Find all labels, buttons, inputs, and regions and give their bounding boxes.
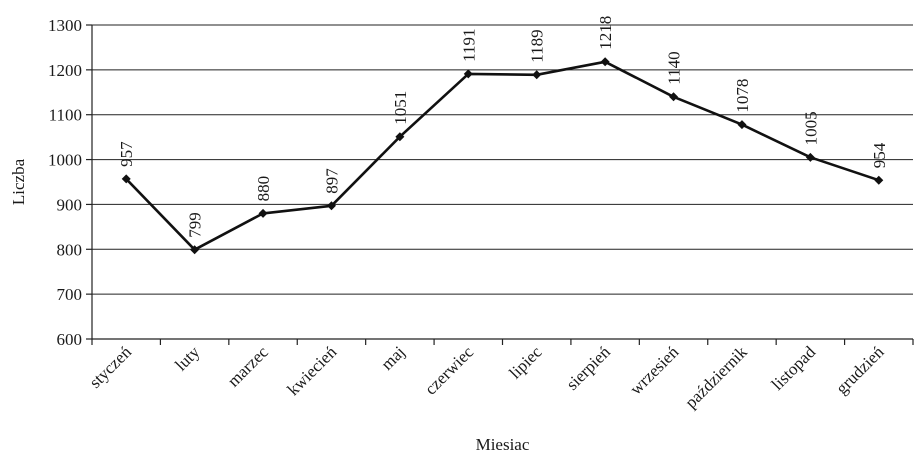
data-label: 1218	[596, 16, 615, 50]
y-tick-label: 1100	[49, 106, 82, 125]
y-tick-label: 1200	[48, 61, 82, 80]
data-point	[737, 120, 747, 130]
x-tick-label: listopad	[768, 342, 820, 394]
data-point	[121, 174, 131, 184]
y-axis-title: Liczba	[9, 158, 28, 205]
data-label: 1078	[733, 79, 752, 113]
x-tick-label: grudzień	[832, 342, 888, 398]
x-tick-label: kwiecień	[283, 342, 340, 399]
data-point	[395, 132, 405, 142]
y-tick-label: 900	[57, 195, 83, 214]
data-point	[805, 152, 815, 162]
data-label: 880	[254, 176, 273, 202]
x-tick-label: październik	[681, 342, 751, 412]
x-tick-label: luty	[171, 342, 203, 374]
y-tick-label: 800	[57, 240, 83, 259]
x-tick-label: marzec	[224, 342, 272, 390]
grid-lines	[92, 24, 913, 295]
data-label: 957	[117, 141, 136, 167]
data-label: 1189	[528, 29, 547, 62]
data-label: 954	[870, 142, 889, 168]
y-tick-labels: 600 700 800 900 1000 1100 1200 1300	[48, 16, 82, 349]
y-tick-label: 600	[57, 330, 83, 349]
x-tick-label: czerwiec	[421, 342, 477, 398]
data-label: 897	[322, 168, 341, 194]
data-label: 1005	[801, 111, 820, 145]
series-line	[125, 60, 880, 251]
y-tick-label: 1000	[48, 151, 82, 170]
x-tick-label: sierpień	[562, 342, 614, 394]
data-point	[600, 57, 610, 67]
x-tick-label: styczeń	[86, 342, 136, 392]
y-tick-label: 700	[57, 285, 83, 304]
data-label: 1191	[459, 29, 478, 62]
data-label: 799	[186, 212, 205, 238]
data-point	[532, 70, 542, 80]
data-point	[190, 245, 200, 255]
data-label: 1051	[391, 91, 410, 125]
data-labels: 957 799 880 897 1051 1191 1189 1218 1140 1078 1005…	[117, 16, 889, 238]
x-axis-title: Miesiac	[476, 435, 530, 454]
data-point	[874, 175, 884, 185]
axes	[86, 24, 914, 345]
series	[121, 57, 884, 255]
x-tick-label: wrzesień	[626, 342, 683, 399]
data-point	[463, 69, 473, 79]
data-point	[258, 208, 268, 218]
x-tick-labels: styczeń luty marzec kwiecień maj czerwiec lipi…	[86, 342, 888, 412]
data-point	[326, 201, 336, 211]
y-tick-label: 1300	[48, 16, 82, 35]
x-tick-label: maj	[377, 342, 408, 373]
x-tick-label: lipiec	[505, 342, 545, 382]
data-point	[669, 92, 679, 102]
data-label: 1140	[665, 51, 684, 84]
